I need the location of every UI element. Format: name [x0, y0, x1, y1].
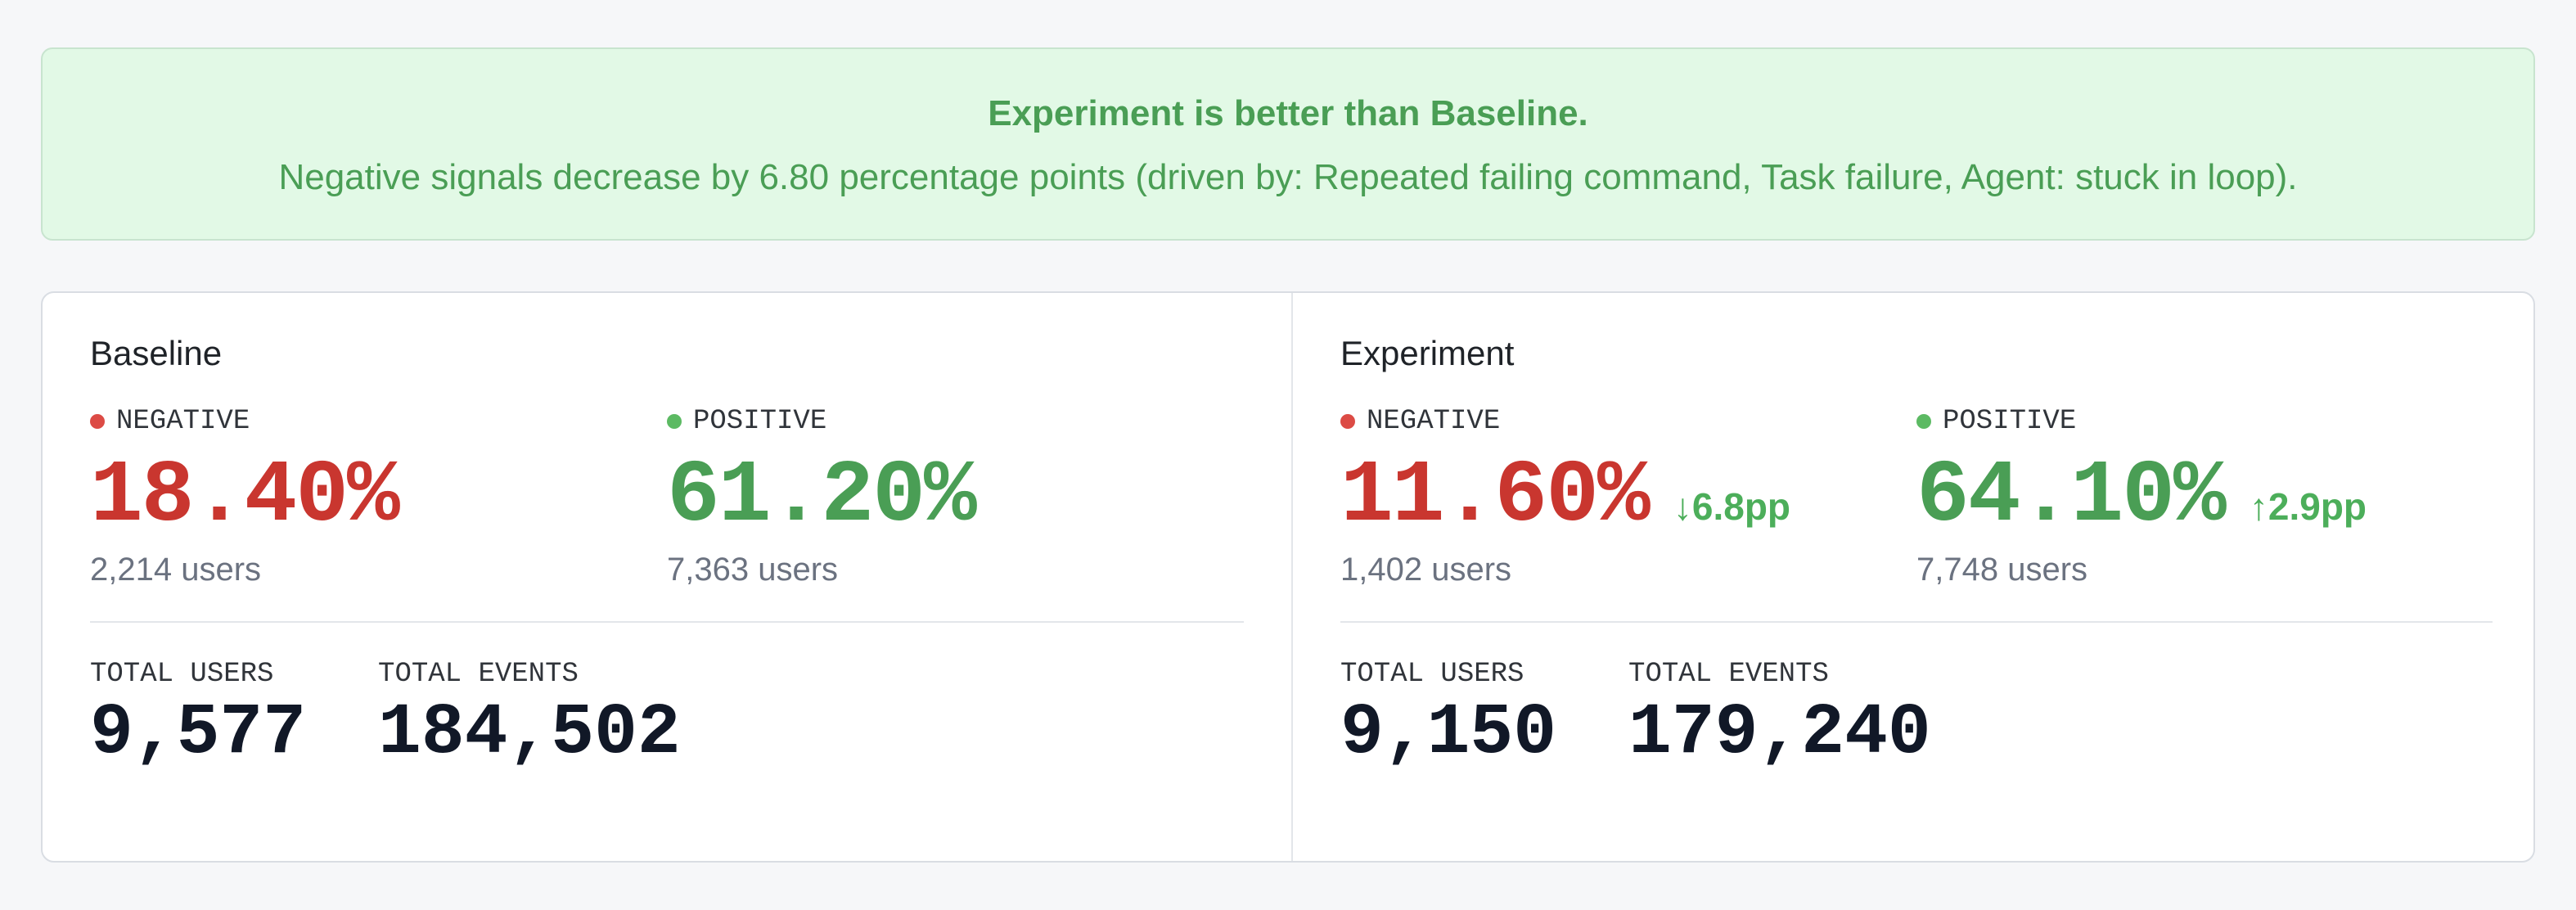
- metric-row: 11.60% ↓6.8pp: [1340, 447, 1916, 547]
- metric-row: 64.10% ↑2.9pp: [1916, 447, 2493, 547]
- metric-row: 61.20%: [667, 447, 1244, 547]
- metric: NEGATIVE 18.40% 2,214 users: [90, 406, 667, 588]
- metric-delta: ↓6.8pp: [1673, 485, 1791, 528]
- metric-label: NEGATIVE: [1340, 406, 1916, 437]
- metric-delta: ↑2.9pp: [2249, 485, 2367, 528]
- status-dot: [1916, 414, 1931, 429]
- total-label: TOTAL USERS: [90, 659, 274, 690]
- total-label: TOTAL EVENTS: [378, 659, 579, 690]
- metric-label: NEGATIVE: [90, 406, 667, 437]
- metric-value: 61.20%: [667, 447, 977, 547]
- total: TOTAL USERS 9,577: [90, 659, 306, 774]
- metric-label-text: POSITIVE: [693, 406, 827, 437]
- panel-title: Experiment: [1340, 334, 1515, 372]
- divider: [1340, 621, 2493, 623]
- metric-users: 7,363 users: [667, 552, 839, 588]
- total-label: TOTAL EVENTS: [1628, 659, 1829, 690]
- total: TOTAL USERS 9,150: [1340, 659, 1556, 774]
- banner-title: Experiment is better than Baseline.: [988, 93, 1588, 133]
- metric-value: 64.10%: [1916, 447, 2227, 547]
- total: TOTAL EVENTS 179,240: [1628, 659, 1931, 774]
- status-dot: [1340, 414, 1355, 429]
- metric-users: 2,214 users: [90, 552, 262, 588]
- result-banner: Experiment is better than Baseline. Nega…: [41, 47, 2535, 241]
- metric-value: 11.60%: [1340, 447, 1651, 547]
- comparison-card: Baseline NEGATIVE 18.40% 2,214 users POSITIV…: [41, 291, 2535, 863]
- metric-label: POSITIVE: [1916, 406, 2493, 437]
- metric-row: 18.40%: [90, 447, 667, 547]
- total-value: 179,240: [1628, 693, 1931, 774]
- metric-label-text: NEGATIVE: [116, 406, 250, 437]
- metric: POSITIVE 64.10% ↑2.9pp 7,748 users: [1916, 406, 2493, 588]
- metric: NEGATIVE 11.60% ↓6.8pp 1,402 users: [1340, 406, 1916, 588]
- metric-label: POSITIVE: [667, 406, 1244, 437]
- totals: TOTAL USERS 9,577 TOTAL EVENTS 184,502: [90, 659, 1244, 774]
- panel-title: Baseline: [90, 334, 223, 372]
- metrics: NEGATIVE 11.60% ↓6.8pp 1,402 users POSITIVE 6…: [1340, 406, 2493, 588]
- banner-message: Negative signals decrease by 6.80 percen…: [278, 157, 2298, 197]
- metric-users: 1,402 users: [1340, 552, 1512, 588]
- total-value: 9,150: [1340, 693, 1557, 774]
- panel: Baseline NEGATIVE 18.40% 2,214 users POSITIV…: [43, 293, 1291, 861]
- total-value: 9,577: [90, 693, 307, 774]
- divider: [90, 621, 1244, 623]
- panel: Experiment NEGATIVE 11.60% ↓6.8pp 1,402 user…: [1291, 293, 2540, 861]
- total-value: 184,502: [378, 693, 681, 774]
- totals: TOTAL USERS 9,150 TOTAL EVENTS 179,240: [1340, 659, 2493, 774]
- metric-label-text: NEGATIVE: [1367, 406, 1501, 437]
- total: TOTAL EVENTS 184,502: [378, 659, 681, 774]
- metric: POSITIVE 61.20% 7,363 users: [667, 406, 1244, 588]
- total-label: TOTAL USERS: [1340, 659, 1524, 690]
- metric-label-text: POSITIVE: [1943, 406, 2077, 437]
- metric-value: 18.40%: [90, 447, 400, 547]
- status-dot: [667, 414, 682, 429]
- status-dot: [90, 414, 105, 429]
- metrics: NEGATIVE 18.40% 2,214 users POSITIVE 61.20% 7…: [90, 406, 1244, 588]
- metric-users: 7,748 users: [1916, 552, 2088, 588]
